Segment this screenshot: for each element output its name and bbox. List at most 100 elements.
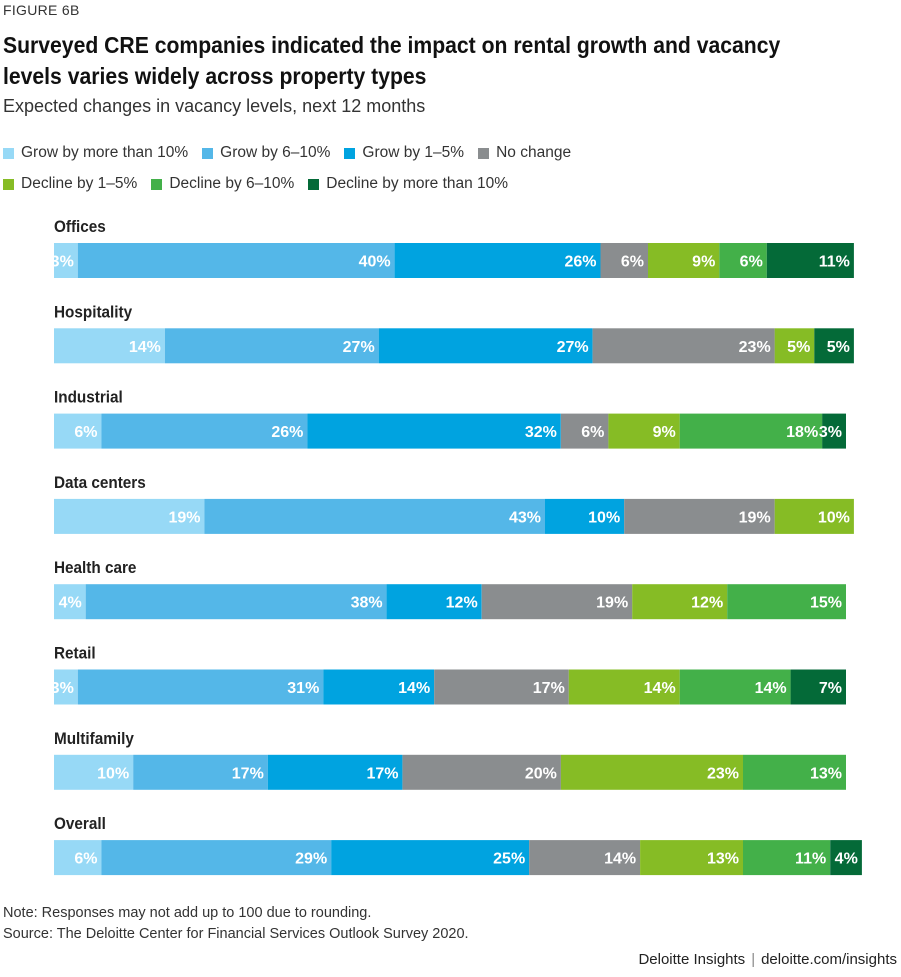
data-label: 5% <box>787 339 810 356</box>
data-label: 4% <box>59 595 82 612</box>
bar-segment <box>727 584 846 620</box>
bar-segment <box>632 584 728 620</box>
data-label: 12% <box>691 595 723 612</box>
legend-swatch <box>344 147 356 159</box>
source-text: Source: The Deloitte Center for Financia… <box>3 926 469 942</box>
bar-segment <box>545 498 625 534</box>
data-label: 43% <box>509 509 541 526</box>
bar-segment <box>790 669 846 705</box>
footer-url[interactable]: deloitte.com/insights <box>761 951 897 968</box>
legend-swatch <box>478 147 490 159</box>
bar-segment <box>592 328 775 364</box>
bar-segment <box>624 498 775 534</box>
legend-label: Grow by 6–10% <box>220 144 331 161</box>
bar-segment <box>164 328 379 364</box>
data-label: 3% <box>819 424 842 441</box>
data-label: 14% <box>644 680 676 697</box>
footer-brand: Deloitte Insights <box>638 951 746 968</box>
legend-row: Grow by more than 10% Grow by 6–10% Grow b… <box>3 143 883 163</box>
legend-swatch <box>308 178 320 190</box>
bar-segment <box>54 669 78 705</box>
legend: Grow by more than 10% Grow by 6–10% Grow b… <box>3 143 883 205</box>
bar-segment <box>774 498 854 534</box>
data-label: 17% <box>232 765 264 782</box>
legend-item: Grow by 6–10% <box>202 144 330 162</box>
data-label: 17% <box>533 680 565 697</box>
legend-label: Decline by 1–5% <box>21 175 138 192</box>
category-label: Offices <box>54 217 106 236</box>
data-label: 10% <box>97 765 129 782</box>
legend-label: No change <box>496 144 572 161</box>
bar-segment <box>529 840 641 876</box>
notes: Note: Responses may not add up to 100 du… <box>3 903 469 945</box>
bar-segment <box>560 413 609 449</box>
legend-label: Decline by 6–10% <box>169 175 295 192</box>
category-label: Industrial <box>54 388 123 407</box>
bar-segment <box>54 328 165 364</box>
bar-segment <box>85 584 387 620</box>
bar-group: Health care 4% 38% 12% 19% 12% 15% <box>54 558 846 620</box>
data-label: 23% <box>739 339 771 356</box>
legend-label: Grow by more than 10% <box>21 144 189 161</box>
note-text: Note: Responses may not add up to 100 du… <box>3 905 372 921</box>
bar-group: Industrial 6% 26% 32% 6% 9% 18% 3% <box>54 388 846 449</box>
bar-group: Overall 6% 29% 25% 14% 13% 11% 4% <box>54 814 862 876</box>
bar-segment <box>814 328 854 364</box>
bar-group: Hospitality 14% 27% 27% 23% 5% 5% <box>54 303 854 364</box>
data-label: 14% <box>755 680 787 697</box>
data-label: 3% <box>51 254 74 271</box>
bar-segment <box>434 669 569 705</box>
chart-title: Surveyed CRE companies indicated the imp… <box>3 32 781 89</box>
data-label: 11% <box>795 851 826 868</box>
data-label: 6% <box>621 254 644 271</box>
bar-segment <box>331 840 530 876</box>
bar-group: Offices 3% 40% 26% 6% 9% 6% 11% <box>51 217 854 278</box>
legend-item: No change <box>478 144 571 162</box>
bar-segment <box>830 840 862 876</box>
bar-segment <box>560 754 744 790</box>
data-label: 6% <box>74 851 97 868</box>
bar-segment <box>743 840 831 876</box>
bar-segment <box>394 243 601 278</box>
data-label: 10% <box>588 509 620 526</box>
bar-segment <box>481 584 633 620</box>
bar-segment <box>54 754 134 790</box>
category-label: Data centers <box>54 473 146 492</box>
data-label: 14% <box>129 339 161 356</box>
legend-row: Decline by 1–5% Decline by 6–10% Decline b… <box>3 174 883 194</box>
stacked-bar-chart: Offices 3% 40% 26% 6% 9% 6% 11% Hospitality 14% 27… <box>51 217 862 876</box>
data-label: 10% <box>818 509 850 526</box>
bar-segment <box>307 413 561 449</box>
data-label: 25% <box>493 851 525 868</box>
data-label: 3% <box>51 680 74 697</box>
bar-segment <box>774 328 815 364</box>
category-label: Hospitality <box>54 303 132 322</box>
bar-group: Retail 3% 31% 14% 17% 14% 14% 7% <box>51 644 846 705</box>
data-label: 13% <box>810 765 842 782</box>
data-label: 6% <box>74 424 97 441</box>
chart-subtitle: Expected changes in vacancy levels, next… <box>3 96 426 116</box>
bar-segment <box>743 754 846 790</box>
bar-segment <box>378 328 593 364</box>
legend-swatch <box>3 147 14 159</box>
bar-segment <box>54 498 205 534</box>
data-label: 15% <box>810 595 842 612</box>
data-label: 14% <box>604 851 636 868</box>
data-label: 26% <box>271 424 303 441</box>
data-label: 31% <box>287 680 319 697</box>
bar-segment <box>133 754 268 790</box>
bar-group: Multifamily 10% 17% 17% 20% 23% 13% <box>54 729 846 790</box>
figure-label: FIGURE 6B <box>3 2 80 18</box>
bar-segment <box>648 243 720 278</box>
data-label: 6% <box>740 254 763 271</box>
category-label: Multifamily <box>54 729 134 748</box>
data-label: 18% <box>786 424 818 441</box>
legend-swatch <box>3 178 14 190</box>
legend-item: Decline by more than 10% <box>308 175 508 193</box>
bar-segment <box>679 669 791 705</box>
legend-item: Decline by 6–10% <box>151 175 294 193</box>
category-label: Overall <box>54 814 106 833</box>
data-label: 6% <box>581 424 604 441</box>
data-label: 11% <box>819 254 850 271</box>
bar-segment <box>204 498 546 534</box>
